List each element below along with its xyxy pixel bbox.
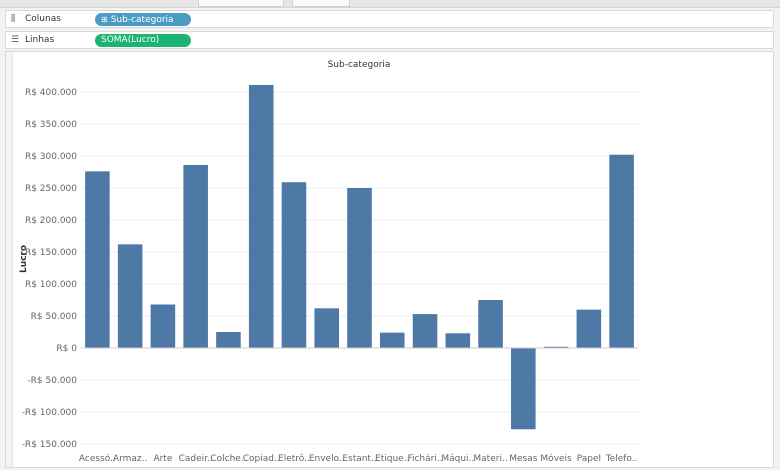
bar-chart: Sub-categoria Lucro R$ 400.000 R$ 350.000… [19, 60, 638, 464]
bar[interactable] [412, 314, 438, 348]
x-tick-label: Fichári.. [407, 454, 442, 464]
chart-panel: Sub-categoria Lucro R$ 400.000 R$ 350.000… [5, 51, 774, 468]
sheet-tab[interactable] [292, 0, 350, 7]
bar[interactable] [576, 309, 602, 348]
bar[interactable] [609, 154, 634, 348]
bar[interactable] [511, 348, 536, 430]
rows-shelf[interactable]: ☰ Linhas SOMA(Lucro) [5, 31, 774, 49]
y-tick-label: -R$ 150.000 [22, 440, 78, 450]
columns-shelf-label: Colunas [25, 14, 61, 24]
y-tick-label: R$ 400.000 [25, 88, 77, 98]
y-tick-label: -R$ 100.000 [22, 408, 78, 418]
bar[interactable] [216, 332, 241, 348]
y-tick-label: R$ 150.000 [25, 248, 77, 258]
bar[interactable] [478, 300, 503, 348]
x-tick-label: Materi.. [473, 454, 507, 464]
y-tick-label: R$ 100.000 [25, 280, 77, 290]
x-tick-label: Armaz.. [113, 454, 147, 464]
x-tick-label: Colche.. [210, 454, 246, 464]
x-tick-label: Arte [153, 454, 172, 464]
bar[interactable] [445, 333, 471, 348]
bar[interactable] [543, 346, 569, 348]
bars [85, 84, 634, 430]
pill-label: Sub-categoria [110, 15, 174, 25]
sub-categoria-pill[interactable]: ⊞ Sub-categoria [95, 13, 191, 26]
soma-lucro-pill[interactable]: SOMA(Lucro) [95, 34, 191, 47]
y-tick-label: R$ 0 [56, 344, 77, 354]
x-tick-label: Estant.. [342, 454, 376, 464]
x-tick-label: Copiad.. [243, 454, 280, 464]
rows-icon: ☰ [11, 35, 20, 45]
x-tick-label: Telefo.. [605, 454, 638, 464]
x-tick-label: Eletrô.. [278, 453, 310, 464]
columns-shelf[interactable]: ⫼ Colunas ⊞ Sub-categoria [5, 10, 774, 28]
x-tick-label: Máqui.. [441, 454, 474, 464]
y-tick-label: -R$ 50.000 [27, 376, 77, 386]
y-axis-label: Lucro [19, 245, 29, 273]
y-tick-label: R$ 50.000 [31, 312, 78, 322]
x-tick-label: Cadeir.. [179, 454, 213, 464]
bar[interactable] [85, 171, 110, 348]
bar[interactable] [314, 308, 340, 348]
bar[interactable] [117, 244, 143, 348]
sheet-tab[interactable] [198, 0, 284, 7]
pill-label: SOMA(Lucro) [101, 35, 160, 45]
y-tick-label: R$ 250.000 [25, 184, 77, 194]
x-tick-label: Móveis [540, 453, 572, 464]
x-tick-label: Etique.. [375, 454, 409, 464]
y-tick-label: R$ 300.000 [25, 152, 77, 162]
bar[interactable] [183, 164, 208, 348]
x-tick-label: Papel [577, 454, 601, 464]
x-tick-label: Acessó.. [79, 453, 116, 464]
bar[interactable] [281, 182, 307, 348]
x-tick-label: Mesas [509, 454, 538, 464]
columns-icon: ⫼ [11, 14, 16, 24]
rows-shelf-label: Linhas [25, 35, 55, 45]
bar[interactable] [347, 188, 372, 348]
panel-left-strip [6, 52, 13, 467]
y-axis-ticks: R$ 400.000 R$ 350.000 R$ 300.000 R$ 250.000… [22, 88, 78, 450]
bar[interactable] [379, 332, 405, 348]
bar[interactable] [150, 304, 176, 348]
plus-box-icon: ⊞ [101, 15, 108, 24]
x-tick-label: Envelo.. [309, 454, 345, 464]
y-tick-label: R$ 200.000 [25, 216, 77, 226]
chart-title: Sub-categoria [328, 60, 391, 70]
bar[interactable] [248, 84, 274, 349]
toolbar-strip [0, 0, 780, 8]
x-axis-ticks: Acessó..Armaz.. Arte Cadeir..Colche..Copia… [79, 453, 638, 464]
y-tick-label: R$ 350.000 [25, 120, 77, 130]
